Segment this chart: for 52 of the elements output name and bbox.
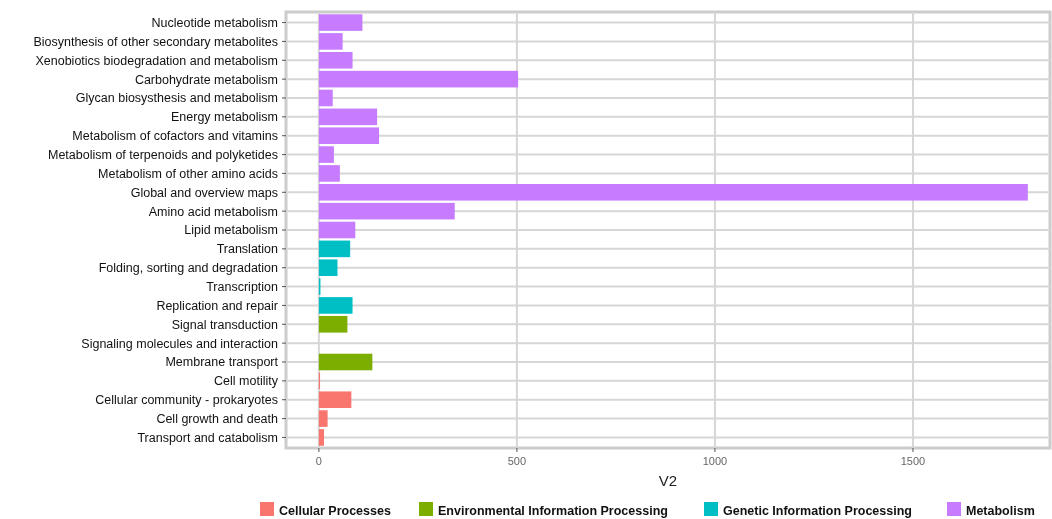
bar — [318, 240, 351, 258]
bar — [318, 146, 334, 163]
y-tick-label: Replication and repair — [156, 298, 278, 313]
y-tick-label: Membrane transport — [165, 355, 279, 370]
bar — [318, 221, 356, 239]
bar — [318, 297, 353, 314]
legend-label: Cellular Processes — [279, 504, 391, 518]
bar — [318, 315, 348, 333]
bar — [318, 391, 352, 409]
y-tick-label: Biosynthesis of other secondary metabolites — [33, 34, 278, 49]
y-tick-label: Energy metabolism — [171, 110, 278, 125]
y-tick-label: Metabolism of other amino acids — [98, 166, 278, 181]
y-tick-label: Signaling molecules and interaction — [81, 336, 279, 351]
bar — [318, 51, 353, 69]
bar — [318, 410, 328, 427]
bar — [318, 429, 325, 446]
y-tick-label: Metabolism of terpenoids and polyketides — [48, 147, 278, 162]
y-tick-label: Glycan biosysthesis and metabolism — [75, 91, 278, 106]
y-tick-label: Cellular community - prokaryotes — [95, 393, 278, 408]
y-tick-label: Transport and catabolism — [137, 430, 278, 445]
y-tick-label: Transcription — [206, 279, 279, 294]
y-tick-label: Nucleotide metabolism — [151, 15, 278, 30]
y-tick-label: Xenobiotics biodegradation and metabolism — [35, 53, 278, 68]
bar — [318, 14, 363, 31]
x-tick-label: 0 — [315, 455, 322, 467]
y-tick-label: Metabolism of cofactors and vitamins — [72, 129, 278, 144]
bar — [318, 89, 333, 107]
bar — [318, 353, 373, 371]
bar — [318, 202, 455, 220]
y-tick-label: Signal transduction — [171, 317, 279, 332]
bar — [318, 108, 378, 126]
x-tick-label: 500 — [507, 455, 527, 467]
bar — [318, 127, 380, 145]
x-axis-title: V2 — [658, 472, 678, 489]
bar — [318, 183, 1028, 201]
bar — [318, 33, 343, 50]
legend-label: Environmental Information Processing — [438, 504, 668, 518]
bar — [318, 165, 340, 182]
y-tick-label: Global and overview maps — [130, 185, 278, 200]
legend-label: Genetic Information Processing — [723, 504, 912, 518]
bar — [318, 70, 519, 88]
y-tick-label: Folding, sorting and degradation — [98, 261, 279, 276]
y-tick-label: Cell growth and death — [156, 411, 279, 426]
y-tick-label: Carbohydrate metabolism — [134, 72, 278, 87]
y-tick-label: Amino acid metabolism — [148, 204, 278, 219]
bar — [318, 259, 338, 277]
legend-label: Metabolism — [966, 504, 1035, 518]
y-tick-label: Cell motility — [214, 374, 279, 389]
x-tick-label: 1000 — [702, 455, 728, 467]
y-tick-label: Translation — [216, 242, 279, 257]
y-tick-label: Lipid metabolism — [184, 223, 278, 238]
x-tick-label: 1500 — [900, 455, 926, 467]
